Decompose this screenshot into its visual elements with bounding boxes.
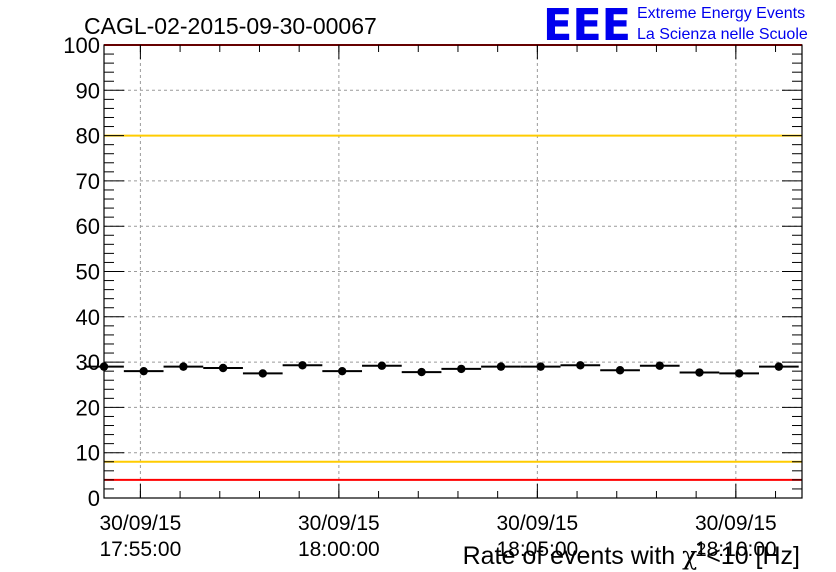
x-tick-label-date: 30/09/15: [100, 512, 182, 535]
logo-letters: EEE: [543, 0, 631, 51]
data-point: [695, 368, 704, 377]
x-axis-label-suffix: <10 [Hz]: [706, 542, 800, 570]
data-points: [84, 361, 799, 378]
x-tick-label-date: 30/09/15: [695, 512, 777, 535]
y-tick-label: 90: [76, 78, 100, 103]
y-tick-label: 0: [88, 486, 100, 511]
eee-logo: EEE Extreme Energy Events La Scienza nel…: [543, 0, 808, 51]
data-point: [258, 369, 267, 378]
data-point: [139, 366, 148, 376]
x-tick-label-time: 18:10:00: [695, 538, 777, 561]
y-tick-label: 10: [76, 441, 100, 466]
data-point: [218, 363, 228, 373]
data-point: [655, 361, 664, 370]
data-point: [576, 361, 585, 370]
data-point: [179, 362, 188, 371]
data-point: [496, 362, 506, 371]
x-tick-labels: 30/09/15 17:55:00 30/09/15 18:00:00 30/09/15…: [100, 512, 777, 561]
data-point: [734, 369, 744, 378]
y-tick-label: 30: [76, 350, 100, 375]
y-tick-label: 80: [76, 124, 100, 149]
y-tick-label: 60: [76, 214, 100, 239]
data-point: [457, 364, 466, 374]
data-point: [417, 367, 426, 377]
reference-lines: [104, 44, 802, 481]
x-tick-label-date: 30/09/15: [298, 512, 380, 535]
data-point: [298, 361, 307, 370]
logo-line1: Extreme Energy Events: [637, 5, 805, 22]
data-point: [774, 362, 784, 371]
y-tick-label: 20: [76, 395, 100, 420]
y-tick-label: 40: [76, 305, 100, 330]
axis-ticks: [104, 44, 802, 499]
grid-lines: [104, 45, 802, 498]
data-point: [377, 361, 387, 370]
data-point: [536, 362, 545, 371]
chart-title: CAGL-02-2015-09-30-00067: [84, 13, 377, 39]
x-tick-label-date: 30/09/15: [496, 512, 578, 535]
x-axis-label-prefix: Rate of events with: [463, 542, 683, 570]
y-tick-label: 70: [76, 169, 100, 194]
x-tick-label-time: 18:05:00: [496, 538, 578, 561]
data-point: [99, 362, 109, 371]
y-tick-labels: 0 10 20 30 40 50 60 70 80 90 100: [63, 33, 100, 511]
x-axis-label: Rate of events with χ2<10 [Hz]: [463, 541, 800, 570]
x-axis-label-exp: 2: [697, 541, 706, 558]
data-point: [615, 366, 625, 375]
data-point: [337, 366, 347, 376]
x-tick-label-time: 18:00:00: [298, 538, 380, 561]
x-tick-label-time: 17:55:00: [100, 538, 182, 561]
logo-line2: La Scienza nelle Scuole: [637, 26, 808, 43]
plot-frame: [103, 44, 803, 499]
x-axis-label-chi: χ: [682, 541, 697, 570]
y-tick-label: 100: [63, 33, 100, 58]
y-tick-label: 50: [76, 260, 100, 285]
